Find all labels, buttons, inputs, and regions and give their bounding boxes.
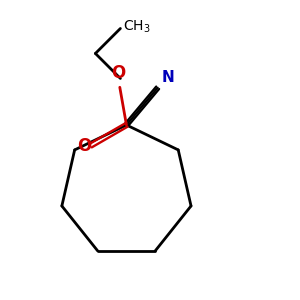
Text: N: N (161, 70, 174, 86)
Text: O: O (111, 64, 125, 82)
Text: O: O (77, 136, 92, 154)
Text: CH$_3$: CH$_3$ (123, 19, 150, 35)
